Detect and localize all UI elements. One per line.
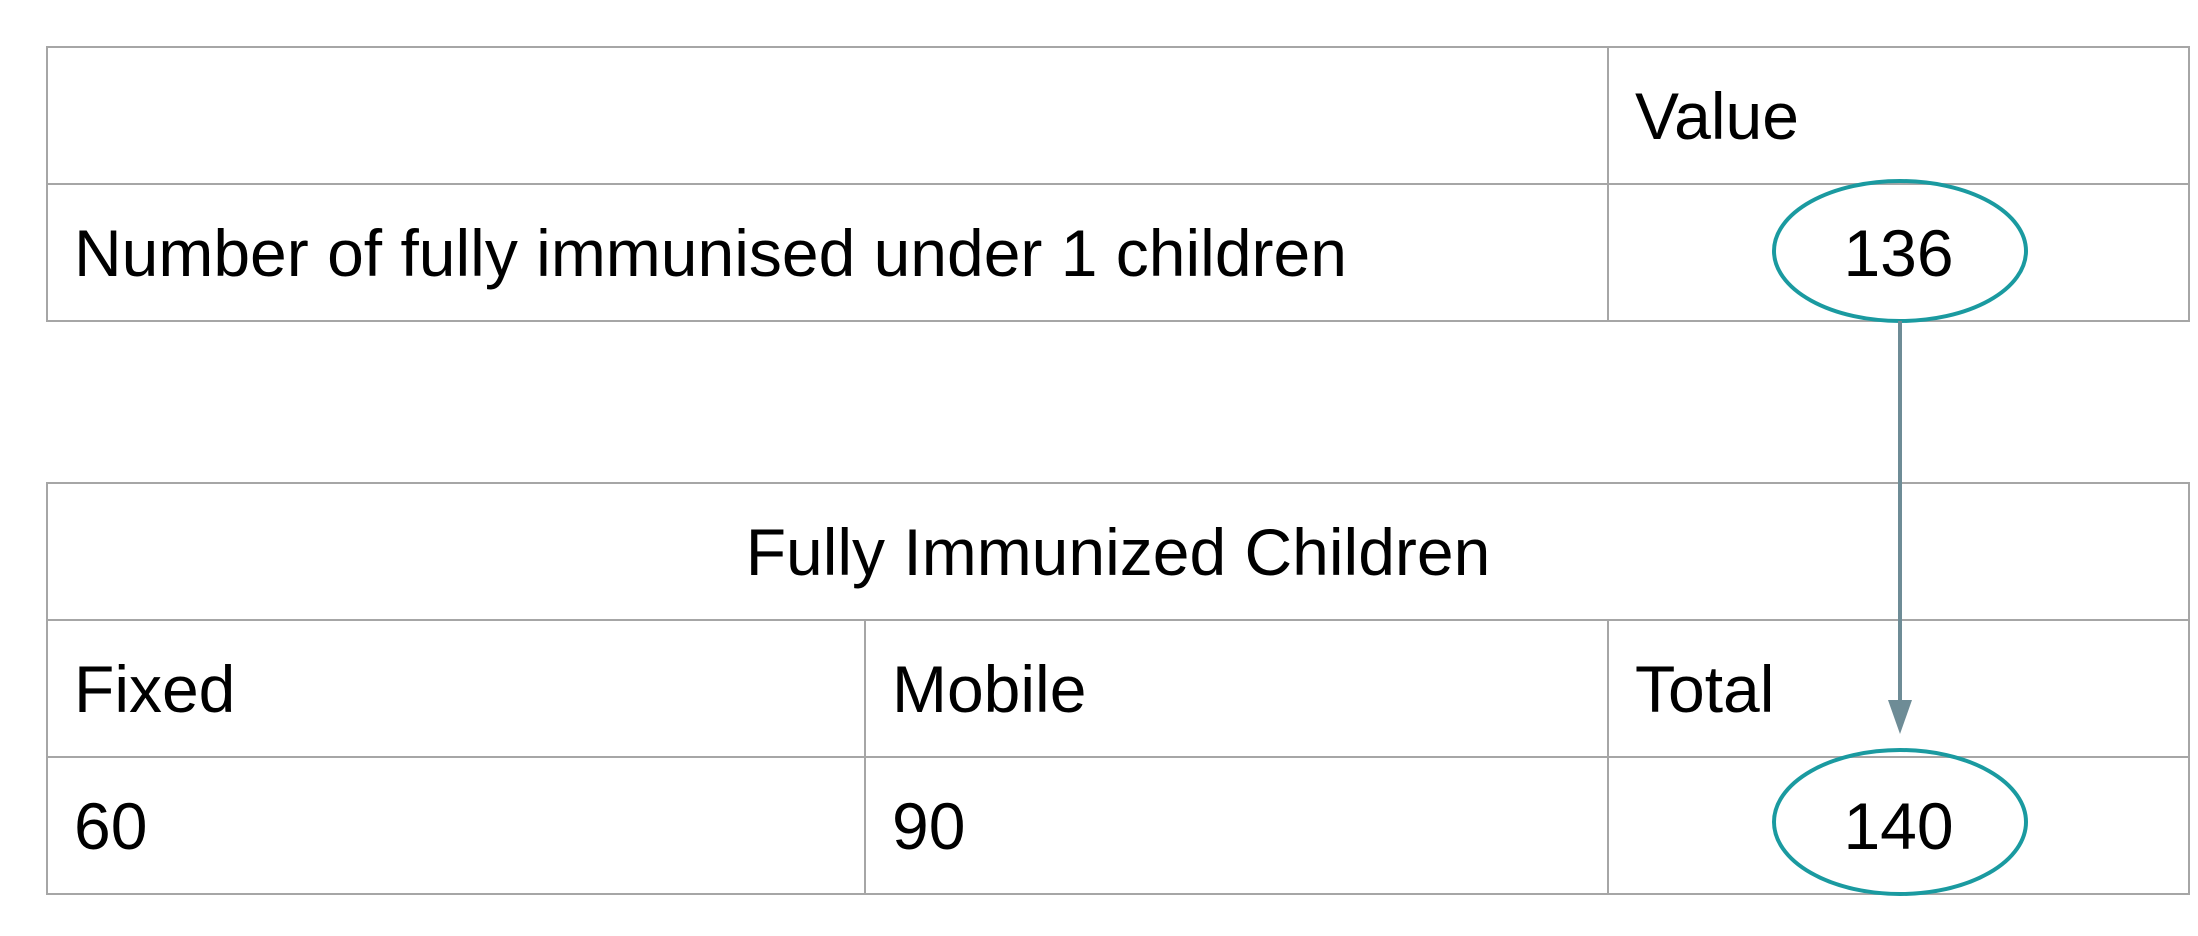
total-value: 140 xyxy=(1606,756,2191,895)
fixed-value: 60 xyxy=(46,756,866,895)
bottom-table-title: Fully Immunized Children xyxy=(45,482,2191,621)
bottom-table-data-row: 60 90 140 xyxy=(46,756,2191,895)
top-table-header-label-cell xyxy=(46,46,1609,185)
mobile-column-header: Mobile xyxy=(864,619,1609,758)
indicator-value: 136 xyxy=(1607,183,2190,322)
bottom-table-title-row: Fully Immunized Children xyxy=(45,482,2191,621)
indicator-label: Number of fully immunised under 1 childr… xyxy=(46,183,1609,322)
bottom-table-header-row: Fixed Mobile Total xyxy=(46,619,2191,758)
mobile-value: 90 xyxy=(864,756,1609,895)
fixed-column-header: Fixed xyxy=(46,619,866,758)
bottom-table: Fully Immunized Children Fixed Mobile To… xyxy=(45,482,2191,895)
top-table: Value Number of fully immunised under 1 … xyxy=(46,46,2190,322)
value-column-header: Value xyxy=(1607,46,2190,185)
top-table-header-row: Value xyxy=(46,46,2190,185)
top-table-data-row: Number of fully immunised under 1 childr… xyxy=(46,183,2190,322)
total-column-header: Total xyxy=(1606,619,2191,758)
